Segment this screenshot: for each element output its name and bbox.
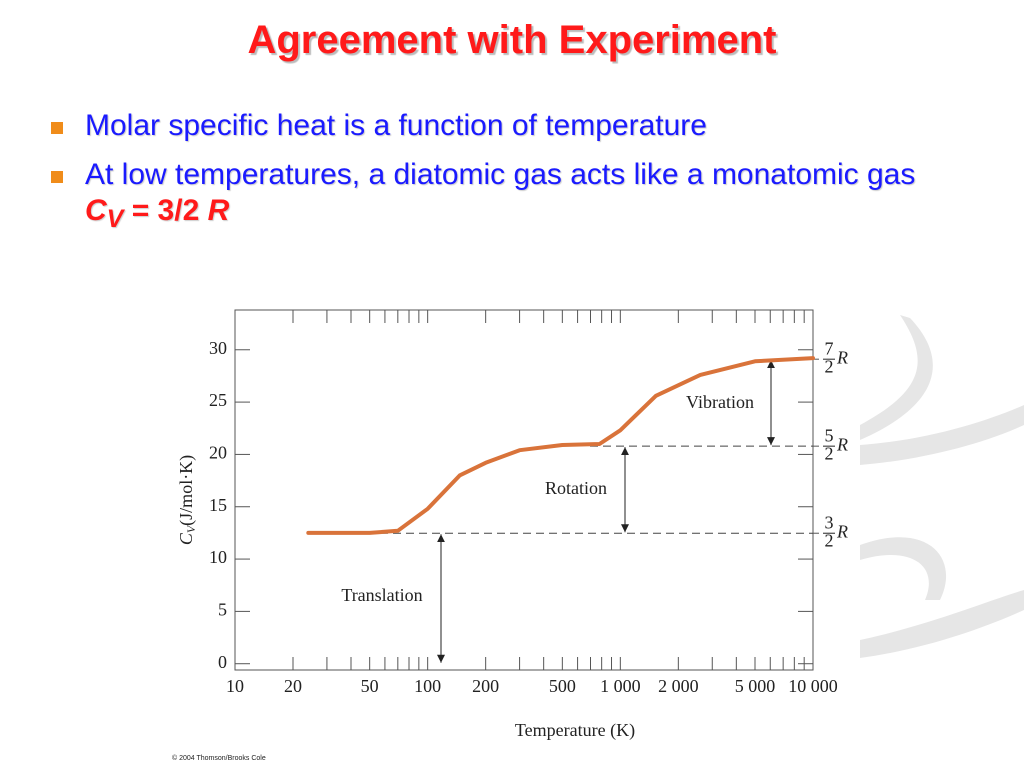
x-tick-label: 10 000 bbox=[788, 676, 838, 696]
bullet-marker bbox=[51, 171, 63, 184]
x-tick-label: 50 bbox=[361, 676, 379, 696]
level-symbol: R bbox=[836, 347, 848, 367]
y-tick-label: 25 bbox=[209, 390, 227, 410]
y-label-subscript: V bbox=[184, 524, 198, 533]
x-tick-label: 10 bbox=[226, 676, 244, 696]
y-tick-label: 5 bbox=[218, 600, 227, 620]
x-tick-label: 500 bbox=[549, 676, 576, 696]
x-tick-label: 5 000 bbox=[735, 676, 776, 696]
y-tick-label: 30 bbox=[209, 338, 227, 358]
y-label-rest: (J/mol·K) bbox=[176, 455, 197, 526]
formula: CV = 3/2 R bbox=[85, 193, 230, 233]
formula-unit: R bbox=[207, 193, 230, 227]
formula-subscript: V bbox=[106, 204, 124, 233]
annotation: Vibration bbox=[686, 392, 754, 412]
annotation: Translation bbox=[341, 585, 422, 605]
fraction-denominator: 2 bbox=[825, 530, 834, 550]
y-label-symbol: C bbox=[176, 532, 196, 545]
x-tick-label: 20 bbox=[284, 676, 302, 696]
y-tick-label: 10 bbox=[209, 547, 227, 567]
fraction-numerator: 5 bbox=[825, 425, 834, 445]
plot-frame bbox=[234, 309, 814, 671]
bullet-text: At low temperatures, a diatomic gas acts… bbox=[85, 158, 916, 192]
level-symbol: R bbox=[836, 521, 848, 541]
bullet: At low temperatures, a diatomic gas acts… bbox=[45, 157, 925, 234]
y-tick-label: 0 bbox=[218, 652, 227, 672]
data-line bbox=[306, 356, 815, 535]
fraction-numerator: 7 bbox=[825, 338, 834, 358]
bullet: Molar specific heat is a function of tem… bbox=[45, 108, 925, 143]
x-tick-label: 1 000 bbox=[600, 676, 641, 696]
annotation: Rotation bbox=[545, 478, 607, 498]
fraction-denominator: 2 bbox=[825, 356, 834, 376]
level-symbol: R bbox=[836, 434, 848, 454]
copyright: © 2004 Thomson/Brooks Cole bbox=[172, 755, 266, 762]
formula-rest: = 3/2 bbox=[131, 193, 200, 227]
x-tick-label: 2 000 bbox=[658, 676, 699, 696]
bullet-marker bbox=[51, 122, 63, 134]
bullet-list: Molar specific heat is a function of tem… bbox=[45, 108, 925, 248]
x-tick-label: 200 bbox=[472, 676, 499, 696]
decoration bbox=[860, 315, 1024, 658]
slide-title: Agreement with Experiment bbox=[247, 18, 777, 62]
fraction-denominator: 2 bbox=[825, 443, 834, 463]
y-axis-label: CV(J/mol·K) bbox=[176, 455, 198, 545]
x-tick-label: 100 bbox=[414, 676, 441, 696]
x-axis-label: Temperature (K) bbox=[515, 720, 635, 741]
y-tick-label: 20 bbox=[209, 443, 227, 463]
bullet-text: Molar specific heat is a function of tem… bbox=[85, 109, 707, 142]
y-tick-label: 15 bbox=[209, 495, 227, 515]
formula-symbol: C bbox=[85, 193, 107, 227]
fraction-numerator: 3 bbox=[825, 512, 834, 532]
